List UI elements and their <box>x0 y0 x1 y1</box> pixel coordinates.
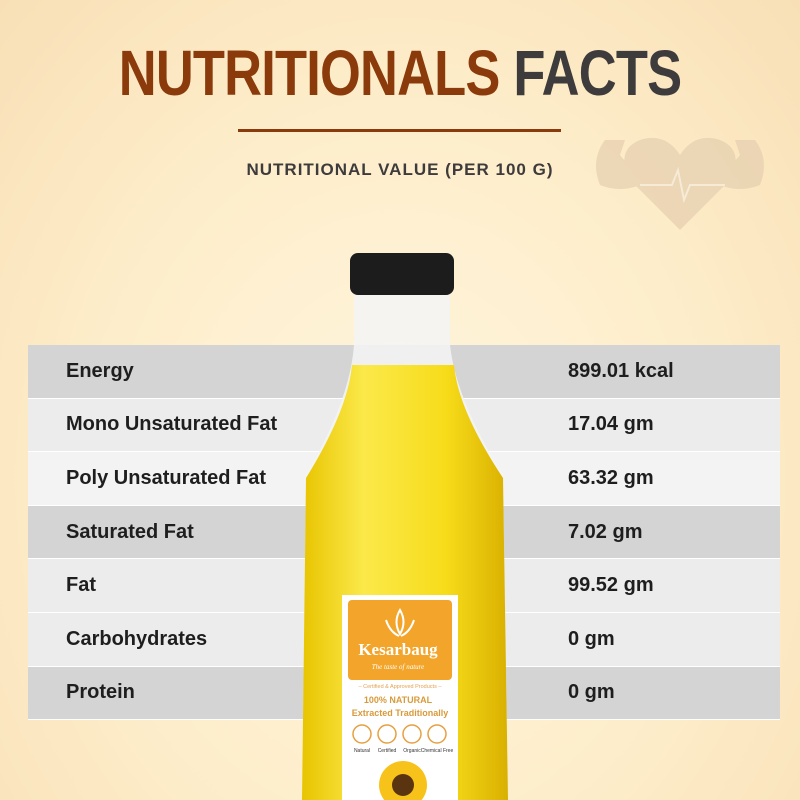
svg-text:Organic: Organic <box>403 748 421 754</box>
svg-text:100% NATURAL: 100% NATURAL <box>364 695 433 705</box>
svg-text:Certified: Certified <box>378 748 397 754</box>
sunflower-icon <box>379 761 427 800</box>
brand-name: Kesarbaug <box>358 640 438 659</box>
svg-text:Chemical Free: Chemical Free <box>421 748 454 754</box>
title-divider <box>238 129 561 132</box>
oil-bottle-image: Kesarbaug The taste of nature – Certifie… <box>302 253 508 800</box>
brand-tagline: The taste of nature <box>372 663 424 671</box>
muscle-heart-icon <box>596 137 764 230</box>
svg-text:– Certified & Approved Product: – Certified & Approved Products – <box>359 684 443 690</box>
page-title: NUTRITIONALS FACTS <box>118 37 682 109</box>
subtitle: NUTRITIONAL VALUE (PER 100 G) <box>246 160 554 179</box>
svg-text:Natural: Natural <box>354 748 370 754</box>
svg-text:Extracted Traditionally: Extracted Traditionally <box>352 708 449 718</box>
